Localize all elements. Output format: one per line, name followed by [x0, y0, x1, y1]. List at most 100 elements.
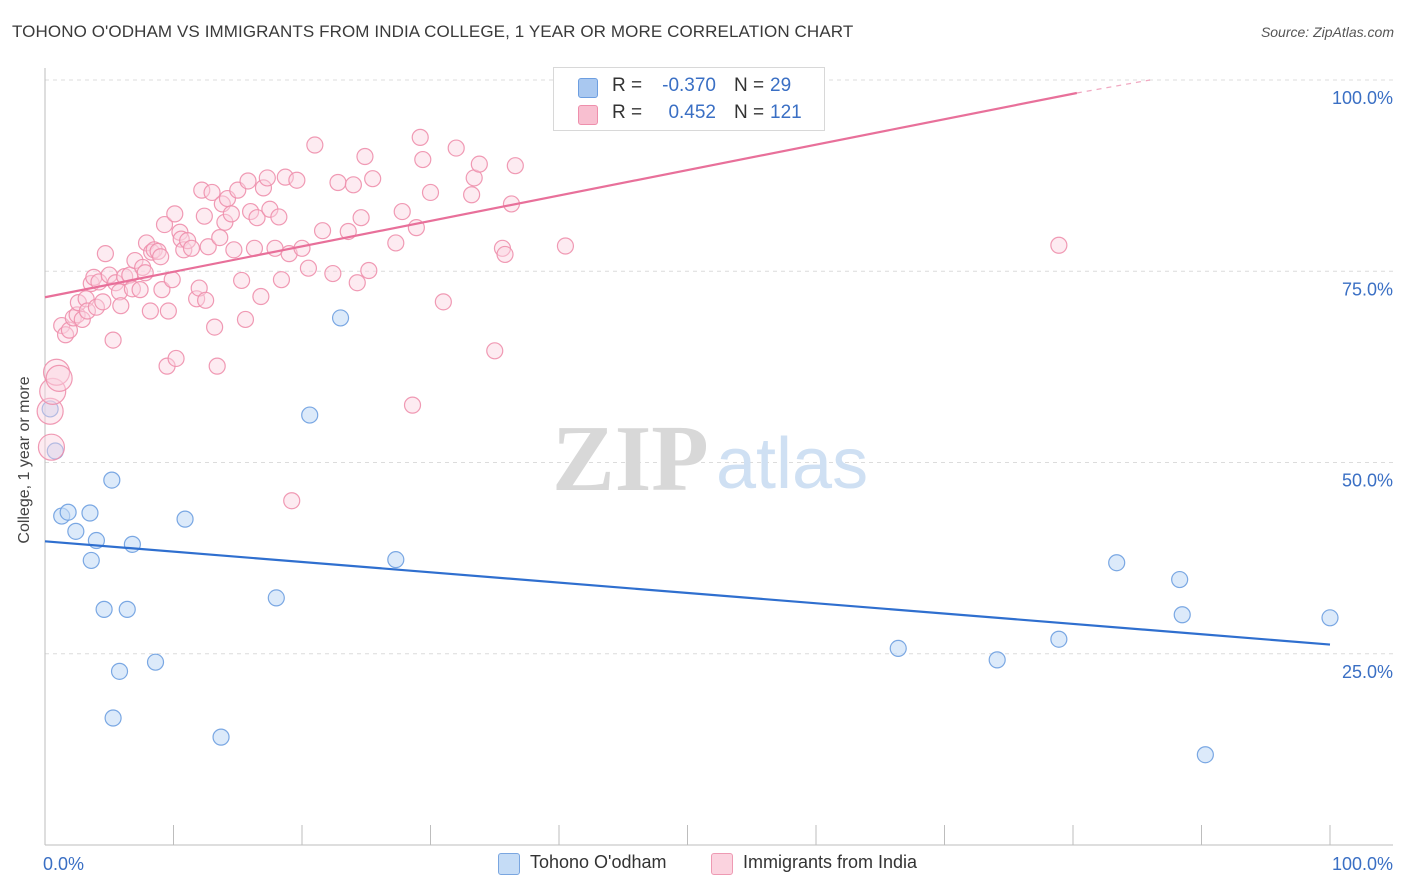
- point-india: [78, 302, 97, 320]
- point-tohono: [95, 600, 113, 618]
- point-india: [254, 179, 273, 197]
- point-india: [283, 492, 301, 510]
- point-india: [36, 397, 64, 425]
- point-india: [414, 150, 432, 169]
- y-tick-label: 50.0%: [1342, 471, 1393, 491]
- point-india: [153, 281, 171, 299]
- point-india: [104, 331, 122, 349]
- point-tohono: [1050, 630, 1068, 648]
- legend-n-value: 29: [770, 75, 792, 96]
- point-tohono: [1171, 570, 1189, 589]
- point-india: [393, 202, 411, 221]
- y-tick-label: 75.0%: [1342, 279, 1393, 299]
- point-tohono: [41, 400, 59, 418]
- point-tohono: [1321, 609, 1339, 627]
- point-india: [463, 186, 481, 204]
- point-tohono: [67, 522, 85, 540]
- point-india: [434, 293, 452, 311]
- watermark-atlas: atlas: [716, 424, 868, 504]
- point-india: [211, 228, 229, 247]
- point-tohono: [146, 653, 165, 671]
- point-tohono: [1108, 554, 1126, 572]
- point-india: [403, 396, 422, 414]
- legend-r-value: -0.370: [662, 75, 716, 96]
- point-india: [236, 310, 255, 329]
- point-india: [73, 310, 91, 329]
- point-india: [299, 259, 318, 277]
- point-india: [167, 349, 185, 368]
- point-india: [195, 207, 213, 225]
- point-india: [155, 215, 174, 234]
- point-india: [206, 318, 224, 336]
- y-tick-label: 25.0%: [1342, 662, 1393, 682]
- point-india: [252, 287, 270, 306]
- legend-row-india: R = 0.452 N = 121: [554, 100, 824, 128]
- point-india: [447, 139, 465, 157]
- point-india: [360, 261, 378, 280]
- point-tohono: [387, 551, 405, 569]
- point-india: [248, 209, 266, 227]
- bottom-legend-swatch-tohono: [498, 853, 520, 875]
- point-india: [356, 147, 374, 166]
- x-tick-label: 100.0%: [1332, 854, 1393, 874]
- trend-extension-india: [1076, 79, 1151, 94]
- point-india: [110, 283, 129, 301]
- point-india: [159, 302, 177, 320]
- point-tohono: [118, 600, 136, 618]
- point-india: [208, 357, 226, 375]
- point-india: [96, 245, 114, 263]
- point-india: [486, 342, 504, 360]
- point-india: [272, 271, 291, 289]
- point-india: [239, 172, 257, 190]
- point-tohono: [123, 535, 141, 553]
- grid-layer: [45, 79, 1393, 655]
- point-india: [288, 171, 306, 189]
- point-india: [242, 202, 260, 221]
- point-india: [352, 209, 370, 227]
- bottom-legend-swatch-india: [711, 853, 733, 875]
- point-india: [203, 183, 221, 202]
- point-india: [496, 245, 514, 264]
- legend-n-value: 121: [770, 102, 802, 123]
- legend-n-label: N =: [734, 75, 765, 96]
- y-axis-label: College, 1 year or more: [16, 376, 33, 544]
- point-india: [37, 433, 66, 461]
- point-india: [45, 364, 73, 392]
- point-tohono: [331, 309, 350, 327]
- legend-n-label: N =: [734, 102, 765, 123]
- point-tohono: [988, 651, 1006, 669]
- point-tohono: [267, 589, 285, 607]
- point-tohono: [1173, 606, 1191, 624]
- correlation-legend: R = -0.370 N = 29 R = 0.452 N = 121: [553, 67, 825, 131]
- point-india: [166, 205, 184, 223]
- point-india: [143, 243, 161, 261]
- legend-r-value: 0.452: [668, 102, 716, 123]
- point-tohono: [212, 728, 230, 746]
- point-india: [364, 170, 382, 188]
- point-india: [506, 157, 524, 175]
- point-india: [470, 155, 488, 173]
- point-india: [112, 297, 130, 315]
- point-india: [329, 173, 347, 192]
- point-india: [94, 293, 112, 311]
- legend-swatch-india: [578, 105, 598, 125]
- point-india: [556, 237, 575, 255]
- point-india: [421, 183, 440, 202]
- point-india: [324, 264, 342, 283]
- point-tohono: [104, 709, 122, 727]
- point-india: [68, 306, 86, 324]
- point-india: [1050, 236, 1068, 254]
- legend-r-label: R =: [612, 75, 643, 96]
- point-india: [387, 234, 405, 252]
- legend-row-tohono: R = -0.370 N = 29: [554, 73, 824, 101]
- point-india: [313, 222, 332, 240]
- point-tohono: [82, 551, 100, 570]
- x-tick-label: 0.0%: [43, 854, 84, 874]
- point-india: [222, 205, 240, 223]
- bottom-legend-label: Tohono O'odham: [530, 852, 667, 872]
- point-india: [131, 281, 149, 299]
- point-india: [233, 271, 251, 290]
- point-tohono: [103, 471, 121, 489]
- legend-r-label: R =: [612, 102, 643, 123]
- source-credit: Source: ZipAtlas.com: [1260, 24, 1394, 40]
